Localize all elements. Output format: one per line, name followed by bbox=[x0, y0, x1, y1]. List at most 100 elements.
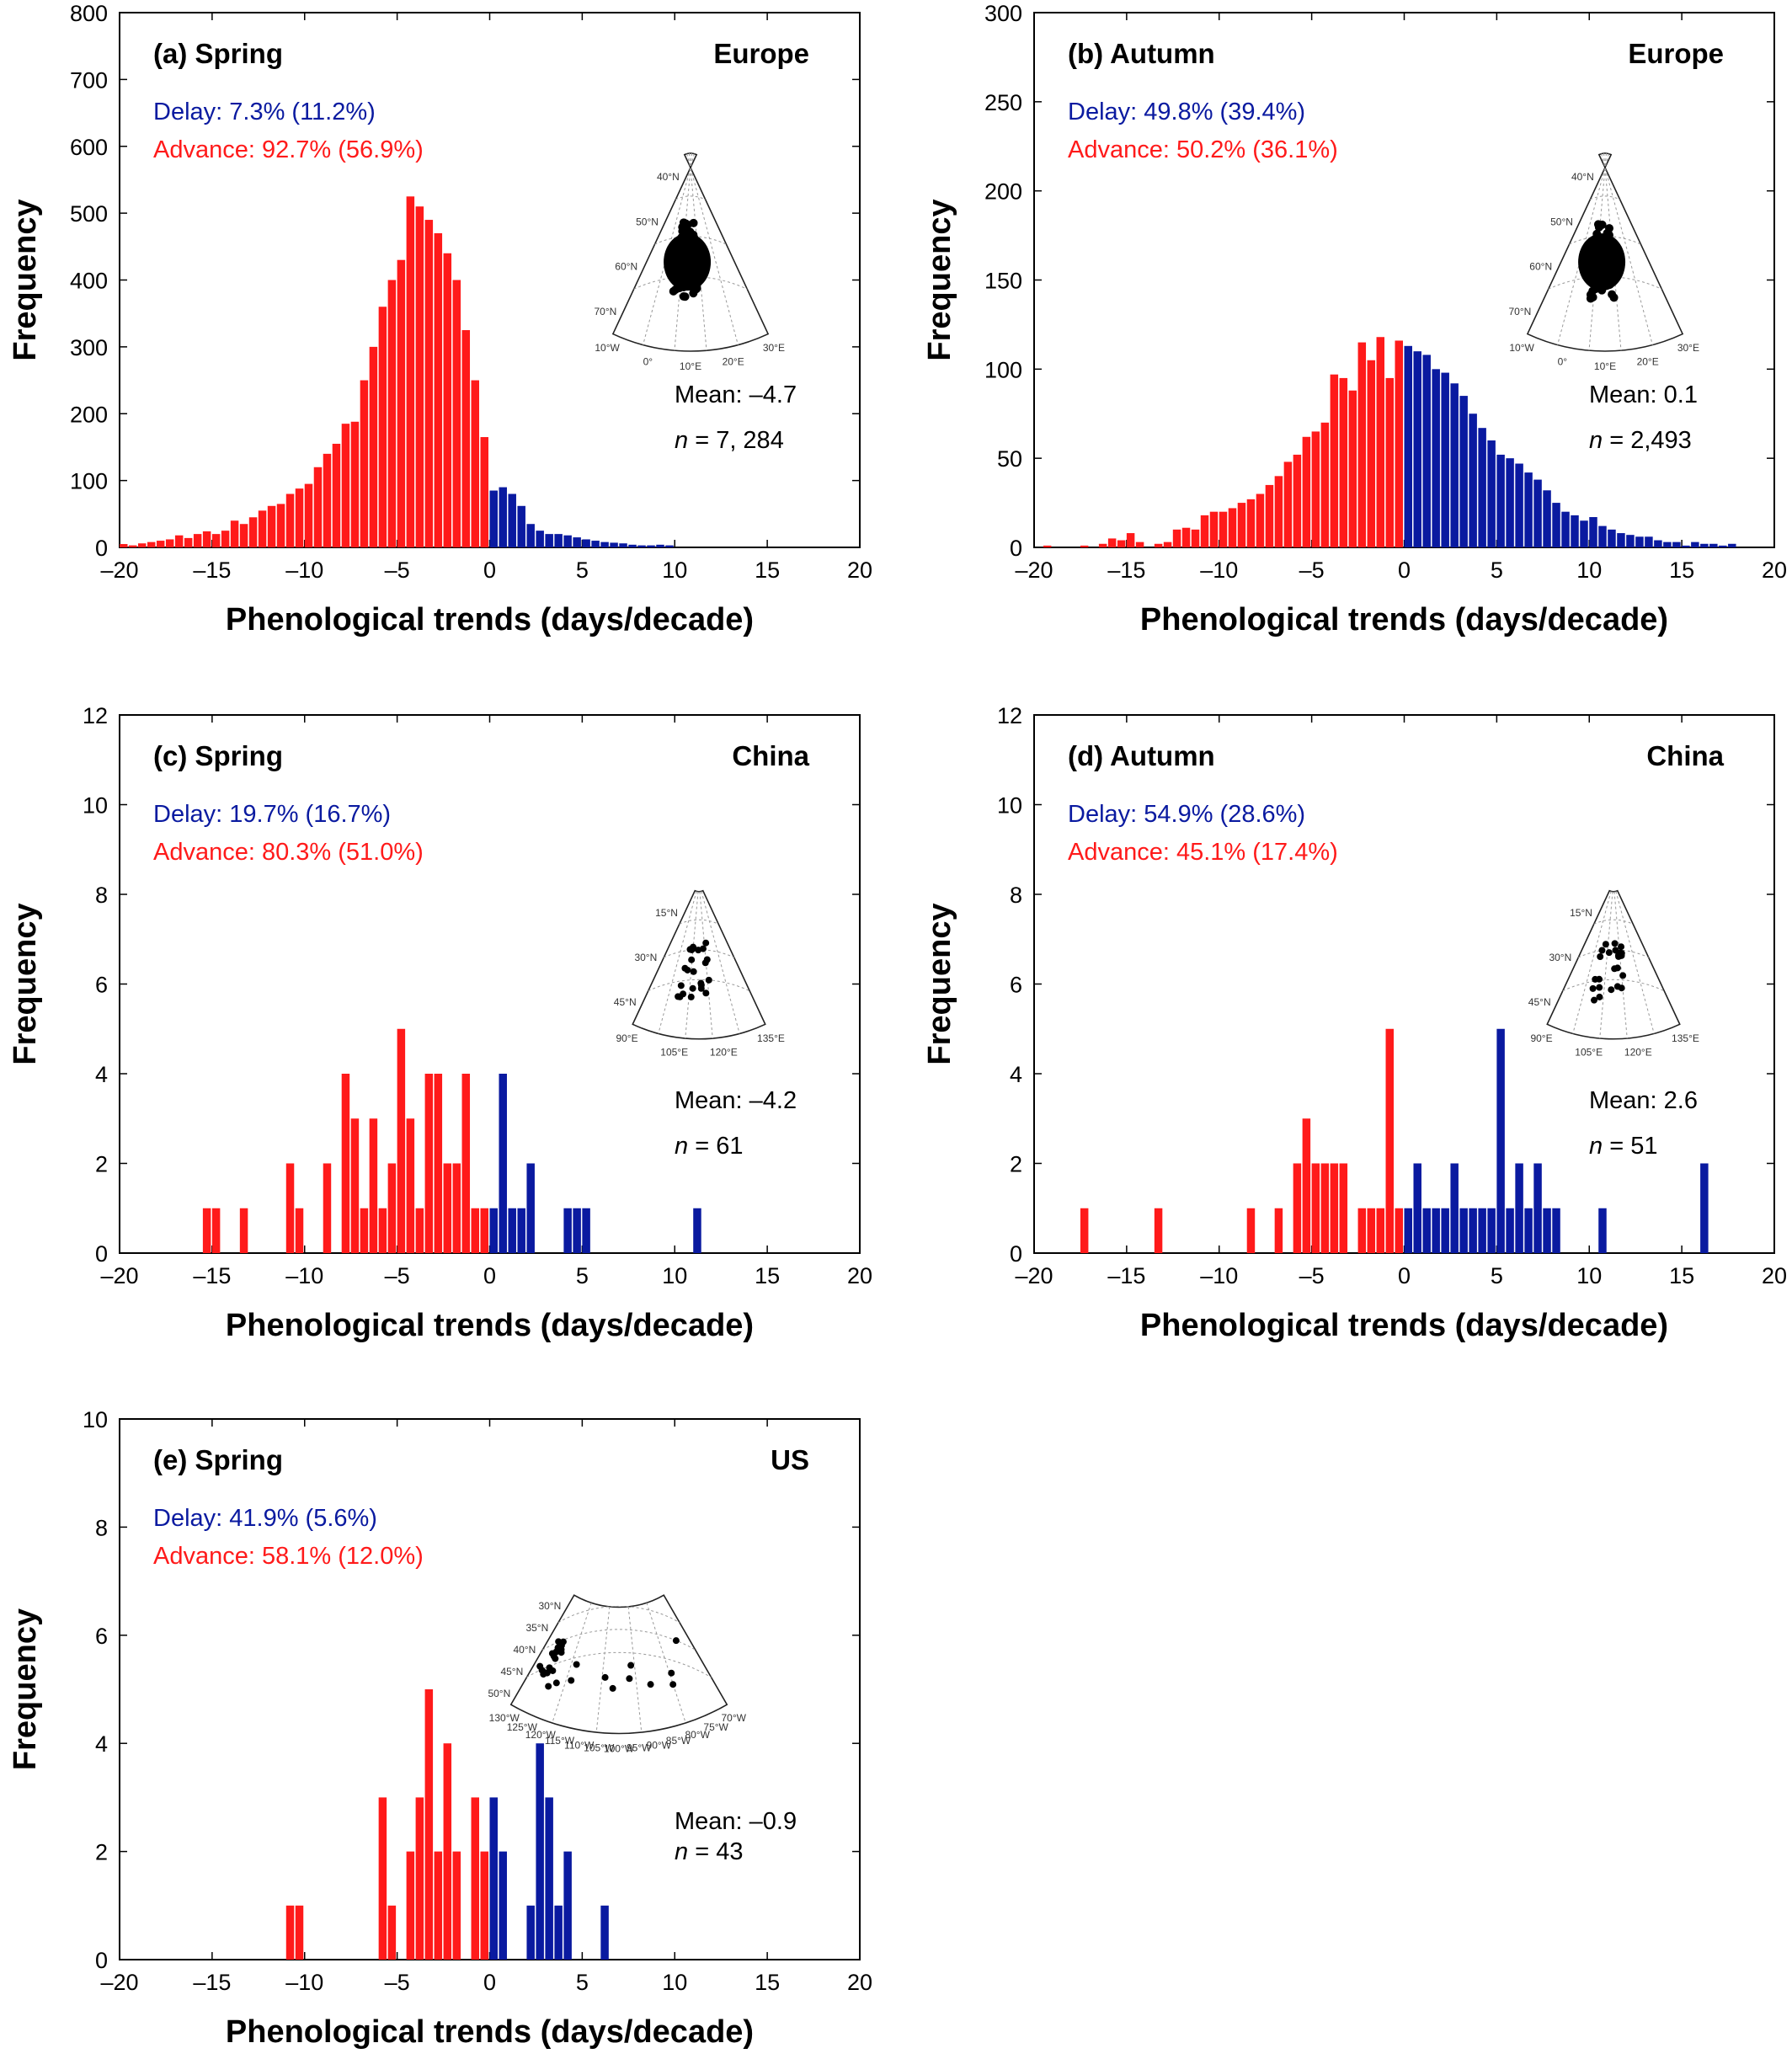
x-tick-label: –15 bbox=[193, 557, 231, 583]
delay-bar bbox=[1672, 541, 1681, 547]
n-label: n = 7, 284 bbox=[675, 427, 784, 454]
y-tick-label: 4 bbox=[95, 1731, 108, 1757]
map-lon-label: 70°W bbox=[722, 1712, 747, 1724]
advance-bar bbox=[1302, 436, 1311, 547]
graticule-line bbox=[1572, 891, 1612, 1034]
graticule-line bbox=[552, 1603, 592, 1724]
delay-bar bbox=[1700, 1163, 1709, 1253]
map-lat-label: 50°N bbox=[488, 1688, 510, 1699]
y-tick-label: 10 bbox=[997, 793, 1022, 819]
advance-bar bbox=[452, 280, 461, 547]
station-dot bbox=[687, 993, 695, 1000]
advance-bar bbox=[424, 1689, 434, 1960]
map-lon-label: 10°W bbox=[1509, 342, 1534, 354]
graticule-line bbox=[679, 919, 719, 925]
graticule-line bbox=[648, 979, 750, 992]
y-tick-label: 8 bbox=[1010, 883, 1022, 908]
advance-bar bbox=[1376, 1208, 1385, 1253]
delay-bar bbox=[545, 534, 553, 547]
inset-map: 70°N 60°N 50°N 40°N 10°W 0° 10°E 20°E 30°E bbox=[594, 152, 785, 372]
plot-frame bbox=[119, 12, 861, 548]
graticule-line bbox=[1615, 891, 1655, 1034]
advance-bar bbox=[1209, 511, 1219, 547]
delay-bar bbox=[1543, 490, 1551, 547]
station-dot bbox=[1586, 294, 1595, 303]
delay-bar bbox=[499, 487, 507, 547]
advance-bar bbox=[295, 1905, 304, 1960]
advance-bar bbox=[120, 544, 128, 547]
map-lat-label: 70°N bbox=[594, 306, 616, 317]
advance-bar bbox=[1330, 374, 1339, 547]
station-dot bbox=[1618, 943, 1625, 951]
advance-bar bbox=[323, 453, 332, 547]
delay-bar bbox=[1432, 1208, 1440, 1253]
advance-bar bbox=[1246, 1208, 1256, 1253]
station-cluster bbox=[664, 233, 712, 291]
advance-bar bbox=[230, 520, 239, 547]
station-dot bbox=[647, 1681, 654, 1688]
map-lon-label: 90°W bbox=[647, 1739, 672, 1751]
advance-bar bbox=[202, 1208, 211, 1253]
x-tick-label: –20 bbox=[1015, 557, 1053, 583]
advance-bar bbox=[137, 543, 147, 547]
station-dot bbox=[699, 945, 707, 952]
map-lon-label: 120°E bbox=[710, 1047, 738, 1059]
advance-bar bbox=[1385, 377, 1395, 547]
advance-bar bbox=[221, 531, 230, 547]
delay-bar bbox=[1441, 1208, 1449, 1253]
x-tick-label: –10 bbox=[1200, 1263, 1238, 1288]
n-value: = 2,493 bbox=[1603, 427, 1692, 454]
x-axis-title: Phenological trends (days/decade) bbox=[1140, 1308, 1668, 1343]
x-tick-label: 10 bbox=[1576, 557, 1602, 583]
advance-bar bbox=[1385, 1028, 1395, 1253]
delay-bar bbox=[1691, 541, 1699, 547]
delay-percent: Delay: 41.9% (5.6%) bbox=[153, 1505, 377, 1532]
map-lon-label: 10°E bbox=[680, 360, 701, 372]
advance-bar bbox=[424, 220, 434, 547]
advance-bar bbox=[165, 539, 174, 547]
advance-percent: Advance: 80.3% (51.0%) bbox=[153, 839, 424, 866]
advance-bar bbox=[239, 524, 248, 547]
delay-bar bbox=[1635, 536, 1644, 547]
advance-bar bbox=[1348, 390, 1357, 547]
region-label: Europe bbox=[713, 38, 809, 69]
map-lat-label: 45°N bbox=[500, 1666, 523, 1678]
map-lon-label: 0° bbox=[1558, 355, 1568, 367]
advance-bar bbox=[1107, 538, 1117, 547]
y-tick-label: 800 bbox=[70, 1, 108, 26]
panel-b: –20 –15 –10 –5 0 5 10 15 20050100150200250300Phe… bbox=[922, 1, 1787, 637]
n-symbol: n bbox=[675, 1838, 688, 1865]
y-tick-label: 250 bbox=[984, 90, 1022, 115]
delay-bar bbox=[1496, 454, 1505, 547]
x-tick-label: 0 bbox=[1398, 557, 1411, 583]
y-tick-label: 0 bbox=[95, 536, 108, 561]
graticule-line bbox=[557, 1605, 680, 1624]
x-tick-label: –15 bbox=[193, 1263, 231, 1288]
station-dot bbox=[702, 939, 710, 947]
n-value: = 61 bbox=[688, 1133, 743, 1160]
advance-bar bbox=[128, 545, 137, 547]
advance-bar bbox=[1126, 533, 1135, 547]
n-label: n = 43 bbox=[675, 1838, 743, 1865]
advance-bar bbox=[480, 1208, 488, 1253]
y-tick-label: 50 bbox=[997, 446, 1022, 472]
map-lon-label: 0° bbox=[643, 355, 653, 367]
advance-bar bbox=[406, 1851, 415, 1960]
delay-bar bbox=[1413, 351, 1421, 547]
advance-bar bbox=[1080, 545, 1089, 547]
advance-bar bbox=[1376, 337, 1385, 547]
delay-bar bbox=[1645, 536, 1653, 547]
delay-bar bbox=[1626, 535, 1635, 547]
y-tick-label: 12 bbox=[83, 703, 108, 728]
advance-bar bbox=[452, 1851, 461, 1960]
map-lat-label: 60°N bbox=[615, 261, 637, 273]
x-tick-label: 15 bbox=[755, 557, 780, 583]
x-tick-label: –5 bbox=[385, 1970, 410, 1995]
delay-bar bbox=[554, 1905, 563, 1960]
x-tick-label: –15 bbox=[1107, 1263, 1145, 1288]
station-dot bbox=[1596, 993, 1603, 1000]
y-tick-label: 8 bbox=[95, 1515, 108, 1540]
delay-bar bbox=[489, 490, 498, 547]
map-lon-label: 30°E bbox=[763, 342, 785, 354]
delay-bar bbox=[1728, 543, 1736, 547]
